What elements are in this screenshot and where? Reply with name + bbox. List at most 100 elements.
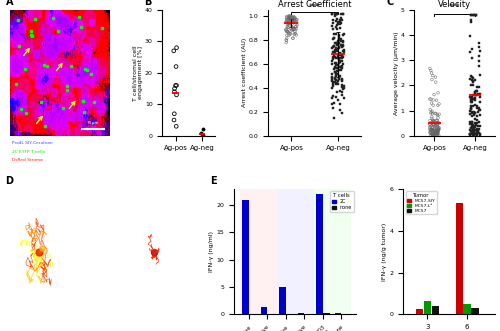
- Point: [432, 131, 440, 136]
- Point: [428, 125, 436, 130]
- Point: [330, 116, 338, 121]
- Point: [328, 72, 336, 77]
- Point: [286, 28, 294, 34]
- Point: [334, 89, 342, 95]
- Point: [332, 56, 340, 61]
- Point: [433, 127, 441, 133]
- Point: [426, 129, 434, 134]
- Point: [470, 117, 478, 122]
- Point: [338, 92, 346, 97]
- Point: [293, 20, 301, 25]
- Point: [468, 119, 475, 124]
- Point: [432, 124, 440, 129]
- Text: Ag-positive tumor: Ag-positive tumor: [135, 309, 174, 313]
- Point: [170, 89, 178, 94]
- Point: [328, 74, 336, 79]
- Point: [470, 89, 478, 95]
- Point: [288, 15, 296, 21]
- Point: [468, 129, 476, 134]
- Point: [332, 73, 340, 78]
- Point: [432, 111, 440, 116]
- Point: [282, 37, 290, 43]
- Point: [428, 111, 436, 117]
- Point: [426, 128, 434, 133]
- Point: [472, 128, 480, 134]
- Point: [338, 40, 346, 45]
- Point: [476, 124, 484, 129]
- Point: [331, 69, 339, 74]
- Point: [429, 103, 437, 108]
- Point: [428, 110, 436, 115]
- Point: [434, 130, 442, 135]
- Point: [428, 127, 436, 132]
- Text: C: C: [386, 0, 394, 7]
- Point: [328, 11, 336, 16]
- Point: [472, 12, 480, 18]
- Point: [288, 15, 296, 20]
- Point: [286, 16, 294, 21]
- Point: [336, 17, 344, 23]
- Point: [471, 125, 479, 130]
- Point: [289, 30, 297, 35]
- Point: [336, 15, 344, 21]
- Text: 75μm: 75μm: [86, 121, 99, 125]
- Point: [468, 82, 475, 87]
- Point: [428, 127, 436, 132]
- Point: [288, 20, 296, 25]
- Point: [433, 118, 441, 123]
- Point: [434, 103, 442, 108]
- Point: [289, 26, 297, 31]
- Point: [289, 35, 297, 41]
- Point: [329, 50, 337, 55]
- Point: [430, 131, 438, 136]
- Point: [338, 11, 346, 16]
- Bar: [276, 189, 314, 314]
- Point: [466, 132, 474, 137]
- Point: [284, 25, 292, 30]
- Point: [434, 129, 442, 134]
- Point: [337, 38, 345, 43]
- Point: [285, 31, 293, 36]
- Title: Arrest Coefficient: Arrest Coefficient: [278, 0, 351, 9]
- Point: [475, 44, 483, 49]
- Point: [290, 15, 298, 21]
- Point: [429, 128, 437, 133]
- Point: [474, 132, 482, 138]
- Point: [476, 133, 484, 138]
- Point: [339, 42, 347, 48]
- Point: [474, 92, 482, 97]
- Point: [434, 113, 442, 118]
- Point: [467, 105, 475, 111]
- Point: [434, 123, 442, 129]
- Point: [468, 103, 476, 109]
- Point: [338, 17, 346, 23]
- Bar: [242, 200, 249, 314]
- Point: [436, 120, 444, 126]
- Point: [334, 53, 342, 58]
- Point: [170, 86, 178, 91]
- Point: [338, 89, 346, 95]
- Point: [332, 18, 340, 24]
- Point: [328, 46, 336, 51]
- Point: [330, 100, 338, 106]
- Point: [282, 14, 290, 19]
- Point: [432, 123, 440, 128]
- Point: [434, 126, 442, 132]
- Point: [434, 120, 442, 125]
- Point: [292, 24, 300, 29]
- Point: [468, 75, 476, 80]
- Point: [471, 123, 479, 128]
- Point: [430, 92, 438, 97]
- Point: [331, 50, 339, 55]
- Point: [334, 37, 342, 42]
- Point: [338, 77, 346, 83]
- Point: [434, 126, 442, 132]
- Point: [472, 131, 480, 136]
- Point: [338, 82, 345, 88]
- Point: [329, 45, 337, 50]
- Point: [432, 127, 440, 133]
- Point: [292, 16, 300, 22]
- Point: [334, 56, 342, 61]
- Point: [472, 92, 480, 98]
- Point: [284, 29, 292, 34]
